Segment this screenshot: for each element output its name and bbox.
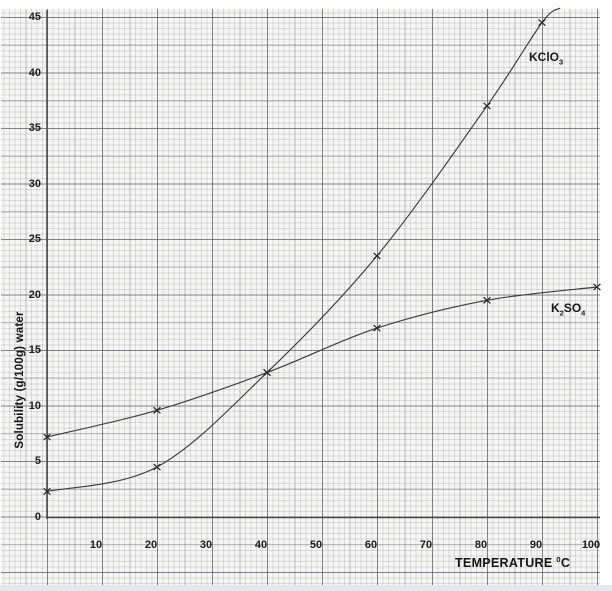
y-axis-title: Solubility (g/100g) water	[14, 311, 26, 449]
scan-bottom-edge	[0, 585, 612, 591]
y-tick-label: 35	[28, 122, 41, 135]
subscript: 3	[559, 57, 564, 67]
series-label-K2SO4: K2SO4	[551, 301, 586, 318]
x-tick-label: 50	[309, 539, 323, 551]
subscript: 2	[559, 308, 564, 318]
y-tick-label: 10	[28, 399, 41, 412]
x-marker-KClO3	[538, 18, 546, 27]
x-marker-K2SO4	[373, 324, 381, 332]
x-marker-KClO3	[43, 487, 51, 496]
x-tick-label: 20	[144, 539, 158, 551]
x-tick-label: 40	[254, 539, 268, 551]
x-axis-title: TEMPERATURE 0C	[455, 554, 571, 570]
graph-paper-grid	[1, 9, 600, 585]
y-tick-label: 15	[28, 344, 41, 357]
axis-title-text: TEMPERATURE	[455, 556, 557, 570]
x-marker-K2SO4	[153, 406, 161, 414]
x-tick-label: 30	[199, 539, 213, 551]
label-text: K	[551, 301, 560, 315]
y-tick-label: 45	[28, 11, 41, 23]
y-tick-label: 40	[28, 66, 41, 79]
x-tick-label: 70	[419, 539, 433, 551]
axes	[46, 10, 600, 519]
x-tick-label: 60	[364, 539, 378, 551]
superscript: 0	[556, 554, 561, 564]
x-tick-label: 10	[89, 539, 103, 551]
x-marker-K2SO4	[593, 283, 601, 291]
x-tick-label: 100	[581, 539, 601, 551]
x-tick-label: 80	[474, 539, 488, 551]
x-marker-K2SO4	[483, 296, 491, 304]
x-marker-KClO3	[153, 463, 161, 471]
y-tick-label: 30	[28, 177, 41, 190]
curve-K2SO4	[46, 286, 598, 438]
y-tick-label: 5	[34, 455, 41, 468]
label-text: KClO	[529, 50, 559, 64]
y-tick-label: 20	[28, 288, 41, 301]
x-tick-label: 90	[529, 539, 543, 551]
label-text: SO	[563, 301, 582, 315]
data-point-markers	[43, 18, 601, 496]
subscript: 4	[581, 308, 586, 318]
series-label-KClO3: KClO3	[529, 50, 564, 67]
x-marker-KClO3	[483, 102, 491, 110]
x-marker-K2SO4	[43, 433, 51, 441]
axis-title-text: C	[560, 556, 571, 570]
solubility-curves	[46, 7, 598, 492]
x-marker-K2SO4	[263, 368, 271, 377]
y-tick-label: 0	[34, 511, 41, 523]
y-tick-label: 25	[28, 233, 41, 246]
x-marker-KClO3	[373, 252, 381, 260]
